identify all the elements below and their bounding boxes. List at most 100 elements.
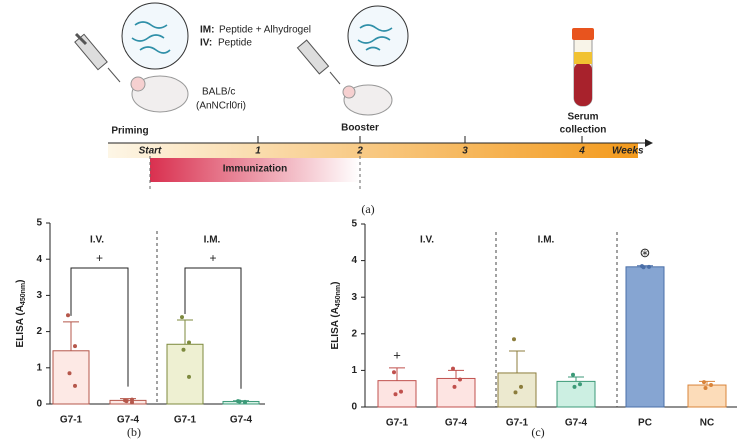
x-tick-label: G7-1 (386, 418, 409, 429)
caption: (c) (531, 425, 544, 439)
data-point (67, 371, 72, 376)
bar (497, 372, 537, 408)
y-tick-label: 3 (36, 290, 42, 301)
bar (166, 343, 204, 405)
significance-label: + (393, 347, 401, 362)
mouse-ear (342, 85, 356, 99)
priming: Priming (111, 126, 148, 137)
data-point (513, 390, 518, 395)
y-axis-label: ELISA (A450nm) (15, 280, 27, 348)
y-tick-label: 1 (36, 362, 42, 373)
data-point (578, 382, 582, 387)
error-bar (177, 319, 193, 345)
data-point (703, 385, 708, 390)
data-point (399, 389, 403, 394)
x-tick-label: G7-4 (445, 418, 468, 429)
data-point (393, 392, 398, 397)
syringe (74, 32, 121, 83)
significance-label: + (209, 251, 216, 265)
data-point (647, 264, 651, 269)
data-point (124, 399, 129, 404)
x-tick-label: G7-1 (174, 415, 197, 426)
error-bar (568, 376, 584, 382)
bar (625, 266, 665, 408)
timeline-bar (108, 143, 638, 158)
data-point (187, 340, 191, 345)
x-tick-label: G7-4 (117, 415, 140, 426)
data-point (73, 344, 77, 349)
timeline-arrow (645, 139, 653, 147)
caption: (a) (361, 202, 374, 216)
x-tick-label: G7-4 (565, 418, 588, 429)
group-label: I.V. (90, 235, 104, 246)
error-bar (448, 369, 464, 379)
data-point (458, 377, 462, 382)
bar (556, 380, 596, 408)
significance-label: + (96, 251, 103, 265)
y-tick-label: 4 (36, 254, 42, 265)
iv-key: IV: (200, 38, 212, 49)
significance-label: ⊛ (640, 245, 651, 260)
strain: BALB/c (202, 87, 235, 98)
x-tick-label: NC (700, 418, 714, 429)
data-point (519, 384, 523, 389)
y-tick-label: 1 (351, 365, 357, 376)
tube-cap (572, 28, 594, 40)
caption: (b) (127, 425, 141, 439)
data-point (392, 370, 396, 375)
booster: Booster (341, 123, 379, 134)
data-point (73, 383, 77, 388)
y-tick-label: 5 (36, 218, 42, 229)
timeline-label: Start (139, 146, 162, 157)
data-point (702, 380, 706, 385)
x-tick-label: G7-1 (60, 415, 83, 426)
group-label: I.V. (420, 235, 434, 246)
x-tick-label: G7-1 (506, 418, 529, 429)
timeline-label: 1 (255, 146, 261, 157)
x-tick-label: PC (638, 418, 652, 429)
bubble (121, 2, 189, 70)
data-point (512, 337, 516, 342)
y-axis-label-part: ) (330, 282, 341, 285)
y-tick-label: 0 (351, 402, 357, 413)
syringe (296, 39, 341, 85)
peptides (357, 24, 393, 51)
error-bar (699, 380, 715, 386)
y-axis-label-part: 450nm (20, 283, 27, 305)
y-axis-label: ELISA (A450nm) (330, 282, 342, 350)
y-tick-label: 3 (351, 292, 357, 303)
bubble (347, 5, 409, 67)
error-bar (63, 321, 79, 351)
error-bar (389, 367, 405, 381)
x-tick-label: G7-4 (230, 415, 253, 426)
timeline-label: 3 (462, 146, 468, 157)
im-text: Peptide + Alhydrogel (219, 25, 311, 36)
data-point (181, 347, 186, 352)
data-point (130, 400, 134, 405)
y-axis-label-part: 450nm (335, 285, 342, 307)
mouse (131, 75, 189, 113)
group-label: I.M. (538, 235, 555, 246)
unit: Weeks (612, 146, 644, 157)
data-point (187, 374, 191, 379)
y-tick-label: 5 (351, 219, 357, 230)
data-point (452, 384, 457, 389)
data-point (180, 315, 184, 320)
serum-1: Serum (567, 112, 598, 123)
mouse-ear (130, 76, 146, 92)
peptides (131, 21, 171, 54)
y-tick-label: 0 (36, 399, 42, 410)
substrain: (AnNCrl0ri) (196, 101, 246, 112)
data-point (571, 372, 575, 377)
error-bar (509, 350, 525, 373)
tube-blood (574, 62, 592, 106)
y-axis-label-part: ELISA (A (330, 307, 341, 349)
data-point (66, 313, 70, 318)
data-point (709, 383, 713, 388)
data-point (243, 400, 247, 405)
timeline-label: 2 (356, 146, 363, 157)
data-point (572, 384, 577, 389)
mouse (343, 84, 393, 116)
timeline-label: 4 (578, 146, 585, 157)
